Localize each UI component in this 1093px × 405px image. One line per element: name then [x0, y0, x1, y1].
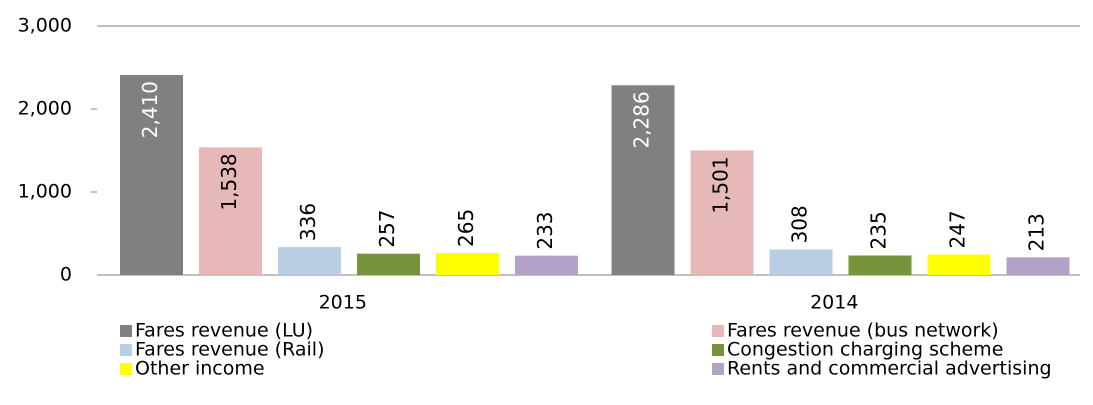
- bar: [1006, 257, 1070, 275]
- legend-label: Congestion charging scheme: [727, 339, 1003, 361]
- data-label: 2,286: [630, 91, 654, 148]
- data-label: 336: [296, 203, 320, 241]
- bar: [769, 249, 833, 275]
- data-label: 1,501: [709, 156, 733, 213]
- data-label: 265: [454, 209, 478, 247]
- bar: [848, 255, 912, 275]
- bar: [927, 254, 991, 275]
- legend-label: Fares revenue (bus network): [727, 320, 999, 342]
- y-tick-label: 3,000: [18, 15, 72, 37]
- legend-swatch: [712, 363, 724, 375]
- data-label: 213: [1025, 213, 1049, 251]
- bar: [515, 255, 578, 275]
- legend-label: Fares revenue (LU): [135, 320, 313, 342]
- y-tick-label: 2,000: [18, 98, 72, 120]
- data-label: 247: [946, 210, 970, 248]
- bar: [611, 85, 675, 276]
- legend-swatch: [120, 363, 132, 375]
- legend-label: Other income: [135, 358, 265, 380]
- legend-swatch: [712, 344, 724, 356]
- bar: [278, 247, 341, 275]
- bar: [436, 253, 499, 275]
- x-tick-label: 2014: [810, 292, 858, 314]
- legend-swatch: [120, 344, 132, 356]
- legend-label: Rents and commercial advertising: [727, 358, 1052, 380]
- bar: [199, 147, 262, 275]
- bar: [120, 74, 183, 275]
- y-tick-label: 1,000: [18, 181, 72, 203]
- bar: [357, 253, 420, 275]
- data-label: 308: [788, 205, 812, 243]
- data-label: 233: [533, 211, 557, 249]
- data-label: 2,410: [138, 81, 162, 138]
- y-tick-label: 0: [60, 264, 72, 286]
- legend-swatch: [120, 325, 132, 337]
- data-label: 235: [867, 211, 891, 249]
- data-label: 257: [375, 209, 399, 247]
- data-label: 1,538: [217, 153, 241, 210]
- legend-label: Fares revenue (Rail): [135, 339, 325, 361]
- bar: [690, 150, 754, 275]
- legend-swatch: [712, 325, 724, 337]
- x-tick-label: 2015: [319, 292, 367, 314]
